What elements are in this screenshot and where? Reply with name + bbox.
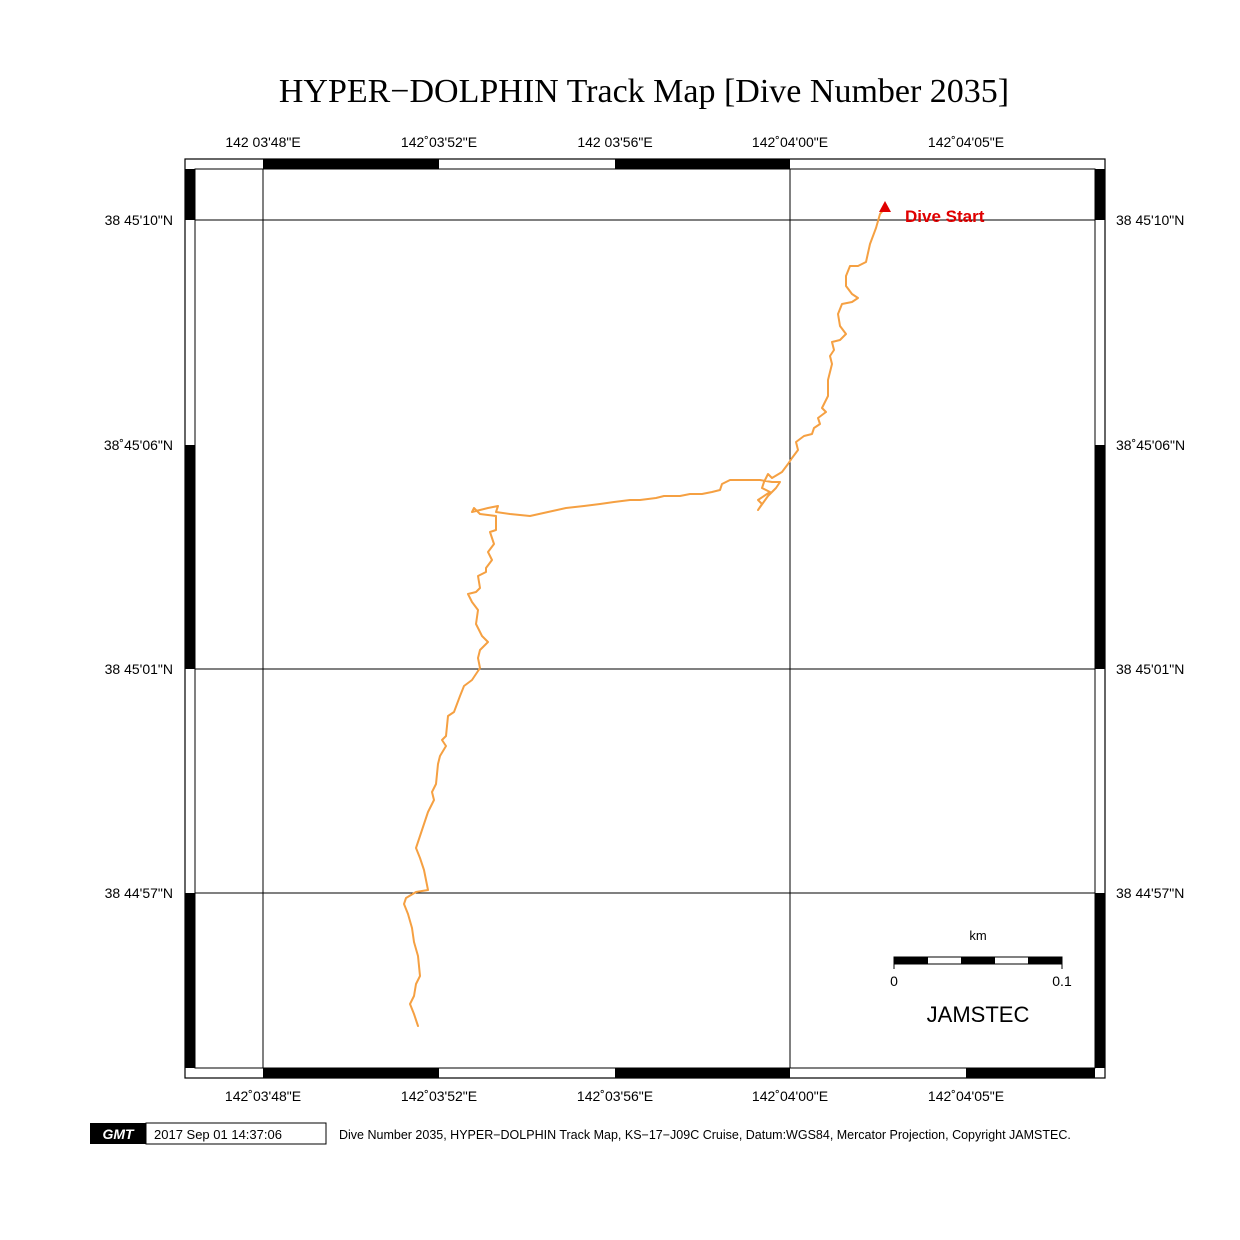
credit-label: JAMSTEC xyxy=(927,1002,1030,1027)
lat-label-left: 38 45'01"N xyxy=(105,661,173,677)
lon-label-bottom: 142˚03'48"E xyxy=(225,1088,301,1104)
frame-checker-left xyxy=(185,169,195,1068)
lon-label-top: 142 03'56"E xyxy=(577,134,652,150)
dive-start-label: Dive Start xyxy=(905,207,985,226)
lon-label-bottom: 142˚04'00"E xyxy=(752,1088,828,1104)
lat-label-left: 38 45'10"N xyxy=(105,212,173,228)
lon-label-top: 142 03'48"E xyxy=(225,134,300,150)
lat-label-left: 38 44'57"N xyxy=(105,885,173,901)
footer-caption: Dive Number 2035, HYPER−DOLPHIN Track Ma… xyxy=(339,1128,1071,1142)
graticule xyxy=(195,169,1095,1068)
map-frame-inner xyxy=(194,168,1096,1069)
lon-label-top: 142˚04'05"E xyxy=(928,134,1004,150)
lon-label-bottom: 142˚03'52"E xyxy=(401,1088,477,1104)
gmt-logo xyxy=(90,1123,146,1144)
frame-checker-top xyxy=(263,159,790,169)
map-frame-outer xyxy=(184,158,1106,1079)
scale-bar: km 0 0.1 xyxy=(890,928,1072,989)
lon-label-top: 142˚03'52"E xyxy=(401,134,477,150)
lon-label-top: 142˚04'00"E xyxy=(752,134,828,150)
lon-label-bottom: 142˚04'05"E xyxy=(928,1088,1004,1104)
scale-unit-label: km xyxy=(969,928,986,943)
timestamp-box xyxy=(145,1122,327,1145)
gmt-logo-text: GMT xyxy=(102,1126,135,1142)
frame-checker-right xyxy=(1095,169,1105,1068)
scale-min-label: 0 xyxy=(890,973,898,989)
lat-label-right: 38 45'01"N xyxy=(1116,661,1184,677)
lat-label-right: 38 44'57"N xyxy=(1116,885,1184,901)
dive-start-marker xyxy=(879,201,891,212)
lon-label-bottom: 142˚03'56"E xyxy=(577,1088,653,1104)
scale-max-label: 0.1 xyxy=(1052,973,1072,989)
map-title: HYPER−DOLPHIN Track Map [Dive Number 203… xyxy=(279,73,1009,110)
lat-label-left: 38˚45'06"N xyxy=(104,437,173,453)
frame-checker-bottom xyxy=(263,1068,1095,1078)
timestamp: 2017 Sep 01 14:37:06 xyxy=(154,1127,282,1142)
footer: GMT 2017 Sep 01 14:37:06 Dive Number 203… xyxy=(90,1122,1071,1145)
lat-label-right: 38 45'10"N xyxy=(1116,212,1184,228)
dive-track xyxy=(403,207,886,1027)
lat-label-right: 38˚45'06"N xyxy=(1116,437,1185,453)
